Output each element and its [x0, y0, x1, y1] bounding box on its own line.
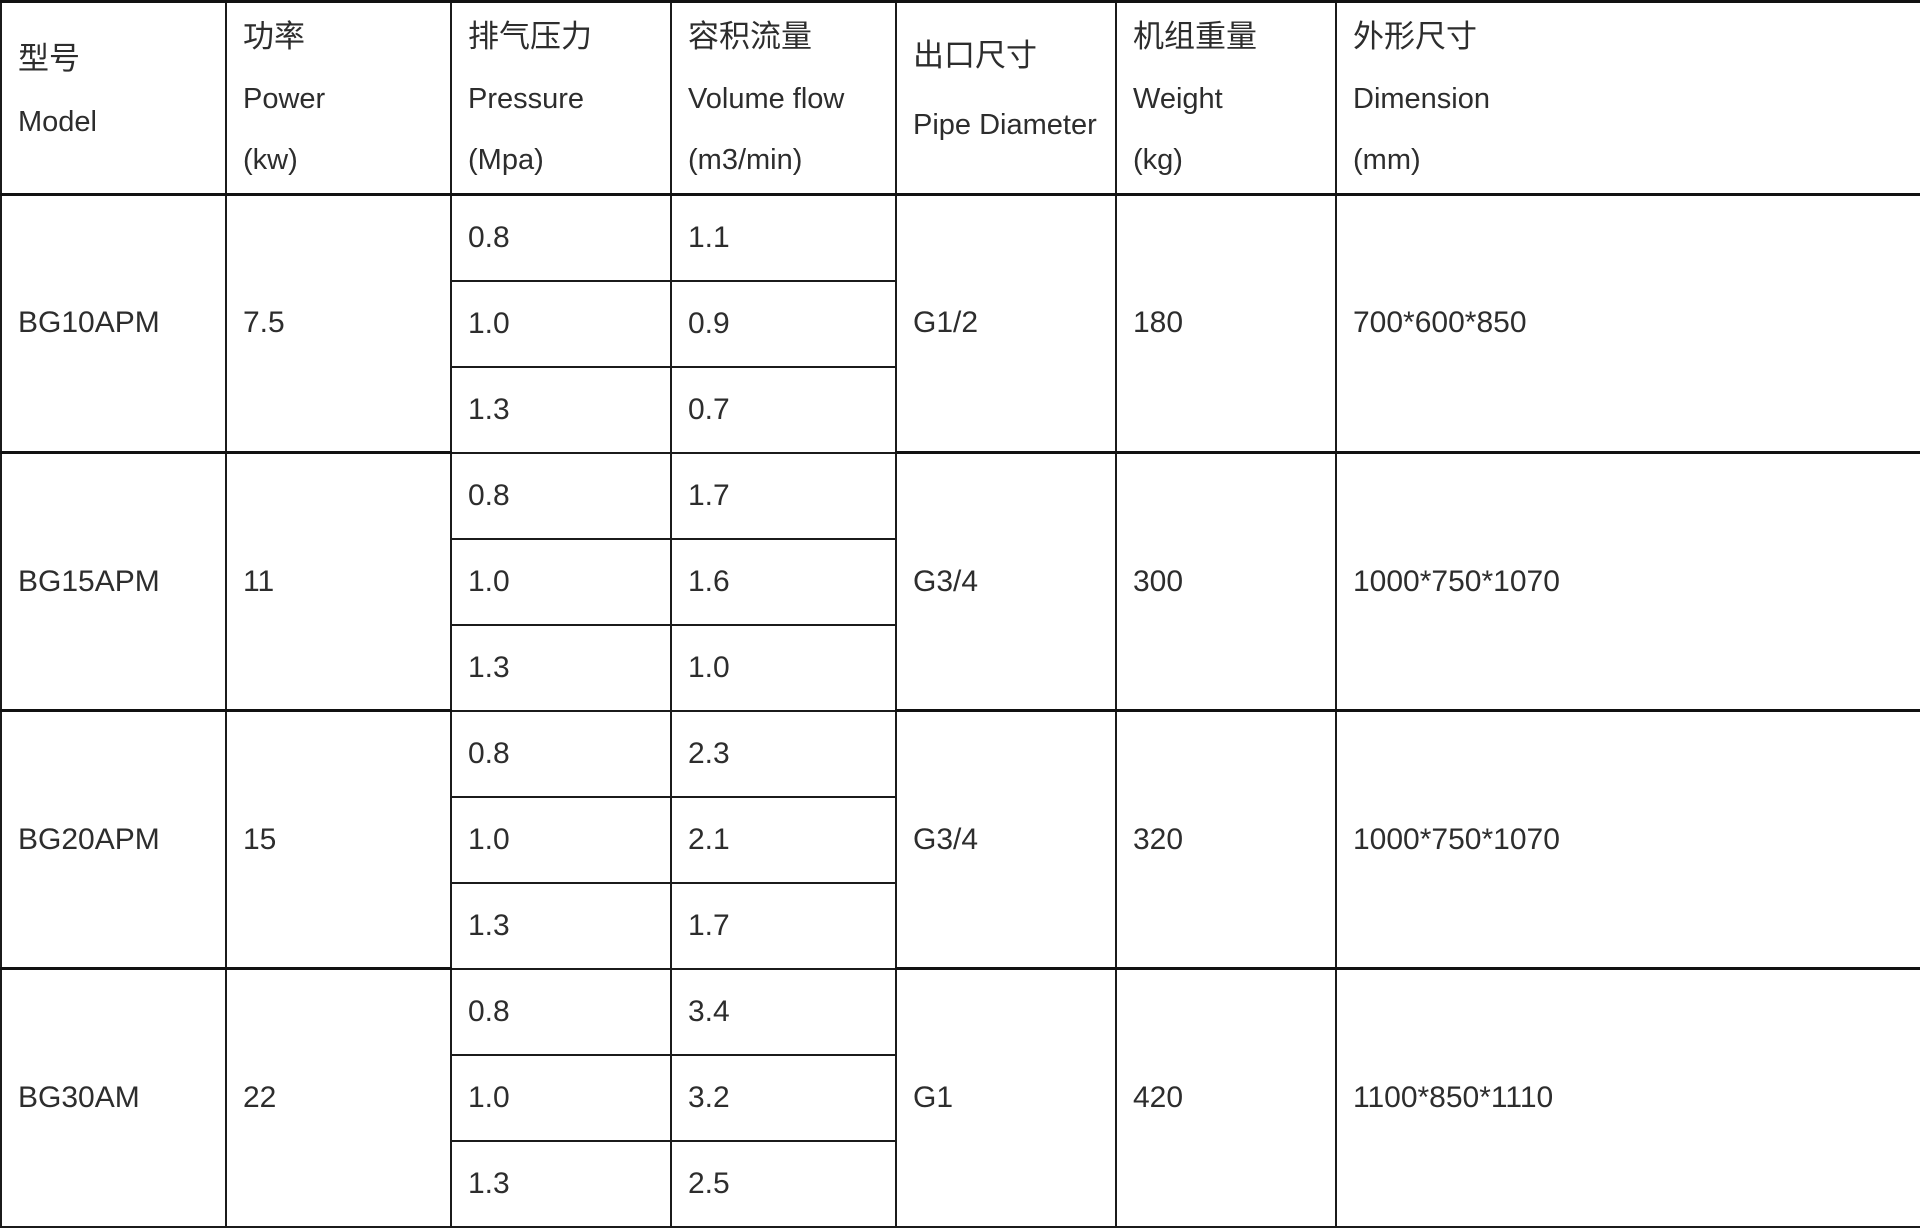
header-volume-flow-en: Volume flow: [688, 83, 845, 116]
header-dimension-cn: 外形尺寸: [1353, 19, 1477, 54]
cell-pressure: 1.0: [450, 537, 672, 626]
cell-volume-flow: 3.2: [670, 1053, 897, 1142]
table-row: 1.3 0.7: [1, 365, 1920, 454]
cell-pressure: 1.0: [450, 1053, 672, 1142]
header-weight-en: Weight: [1133, 83, 1223, 116]
table-row: BG15APM 11 0.8 1.7 G3/4 300 1000*750*1070: [0, 451, 1920, 712]
header-dimension-unit: (mm): [1353, 143, 1421, 176]
cell-volume-flow: 1.7: [670, 881, 897, 970]
cell-volume-flow: 1.1: [670, 193, 897, 282]
column-header-volume-flow: 容积流量 Volume flow (m3/min): [670, 0, 897, 196]
header-volume-flow-cn: 容积流量: [688, 19, 812, 54]
table-row: BG30AM 22 0.8 3.4 G1 420 1100*850*1110: [0, 967, 1920, 1228]
cell-pressure: 1.0: [450, 795, 672, 884]
table-row: 1.3 1.7: [1, 881, 1920, 970]
header-power-unit: (kw): [243, 143, 298, 176]
cell-weight: 180: [1115, 192, 1337, 454]
column-header-model: 型号 Model: [0, 0, 227, 196]
cell-pipe-diameter: G1: [895, 967, 1117, 1228]
cell-volume-flow: 3.4: [670, 967, 897, 1056]
cell-pressure: 1.3: [450, 1139, 672, 1228]
table-row: 1.0 3.2: [1, 1053, 1920, 1142]
table-row: 1.0 1.6: [1, 537, 1920, 626]
cell-pressure: 0.8: [450, 193, 672, 282]
cell-volume-flow: 1.0: [670, 623, 897, 712]
table-row: 1.0 2.1: [1, 795, 1920, 884]
column-header-weight: 机组重量 Weight (kg): [1115, 0, 1337, 196]
cell-pressure: 1.3: [450, 623, 672, 712]
cell-volume-flow: 0.9: [670, 279, 897, 368]
table-row: 1.3 1.0: [1, 623, 1920, 712]
table-row: 1.0 0.9: [1, 279, 1920, 368]
cell-weight: 420: [1115, 967, 1337, 1228]
table-body: BG10APM 7.5 0.8 1.1 G1/2 180 700*600*850 1.0 0.9…: [0, 192, 1920, 1228]
cell-pressure: 1.3: [450, 881, 672, 970]
cell-pipe-diameter: G3/4: [895, 451, 1117, 712]
header-pressure-cn: 排气压力: [468, 19, 592, 54]
cell-model: BG10APM: [0, 192, 227, 454]
cell-volume-flow: 1.7: [670, 451, 897, 540]
header-pressure-en: Pressure: [468, 83, 585, 116]
cell-volume-flow: 2.3: [670, 709, 897, 798]
header-power-en: Power: [243, 83, 326, 116]
cell-power: 11: [225, 451, 452, 712]
cell-dimension: 1000*750*1070: [1335, 709, 1920, 970]
cell-power: 7.5: [225, 192, 452, 454]
column-header-dimension: 外形尺寸 Dimension (mm): [1335, 0, 1920, 196]
cell-weight: 320: [1115, 709, 1337, 970]
header-model-en: Model: [18, 105, 97, 138]
header-power-cn: 功率: [243, 19, 305, 54]
cell-pipe-diameter: G1/2: [895, 192, 1117, 454]
cell-volume-flow: 2.5: [670, 1139, 897, 1228]
cell-pressure: 0.8: [450, 451, 672, 540]
table-row: BG20APM 15 0.8 2.3 G3/4 320 1000*750*1070: [0, 709, 1920, 970]
cell-model: BG15APM: [0, 451, 227, 712]
cell-weight: 300: [1115, 451, 1337, 712]
cell-volume-flow: 0.7: [670, 365, 897, 454]
header-pipe-diameter-cn: 出口尺寸: [913, 38, 1037, 74]
cell-volume-flow: 2.1: [670, 795, 897, 884]
header-pipe-diameter-en: Pipe Diameter: [913, 108, 1097, 141]
cell-dimension: 1100*850*1110: [1335, 967, 1920, 1228]
table-row: BG10APM 7.5 0.8 1.1 G1/2 180 700*600*850: [0, 192, 1920, 454]
column-header-pipe-diameter: 出口尺寸 Pipe Diameter: [895, 0, 1117, 196]
cell-pipe-diameter: G3/4: [895, 709, 1117, 970]
header-row: 型号 Model 功率 Power (kw) 排气压力 Pressure (Mp…: [0, 0, 1920, 196]
cell-dimension: 1000*750*1070: [1335, 451, 1920, 712]
cell-model: BG20APM: [0, 709, 227, 970]
cell-power: 22: [225, 967, 452, 1228]
cell-pressure: 0.8: [450, 967, 672, 1056]
cell-pressure: 1.3: [450, 365, 672, 454]
header-weight-cn: 机组重量: [1133, 19, 1257, 54]
cell-model: BG30AM: [0, 967, 227, 1228]
column-header-pressure: 排气压力 Pressure (Mpa): [450, 0, 672, 196]
header-dimension-en: Dimension: [1353, 83, 1490, 116]
header-weight-unit: (kg): [1133, 143, 1183, 176]
cell-power: 15: [225, 709, 452, 970]
header-pressure-unit: (Mpa): [468, 143, 544, 176]
column-header-power: 功率 Power (kw): [225, 0, 452, 196]
table-header: 型号 Model 功率 Power (kw) 排气压力 Pressure (Mp…: [0, 0, 1920, 196]
header-model-cn: 型号: [18, 41, 80, 77]
cell-pressure: 1.0: [450, 279, 672, 368]
cell-volume-flow: 1.6: [670, 537, 897, 626]
header-volume-flow-unit: (m3/min): [688, 143, 803, 176]
cell-dimension: 700*600*850: [1335, 192, 1920, 454]
cell-pressure: 0.8: [450, 709, 672, 798]
